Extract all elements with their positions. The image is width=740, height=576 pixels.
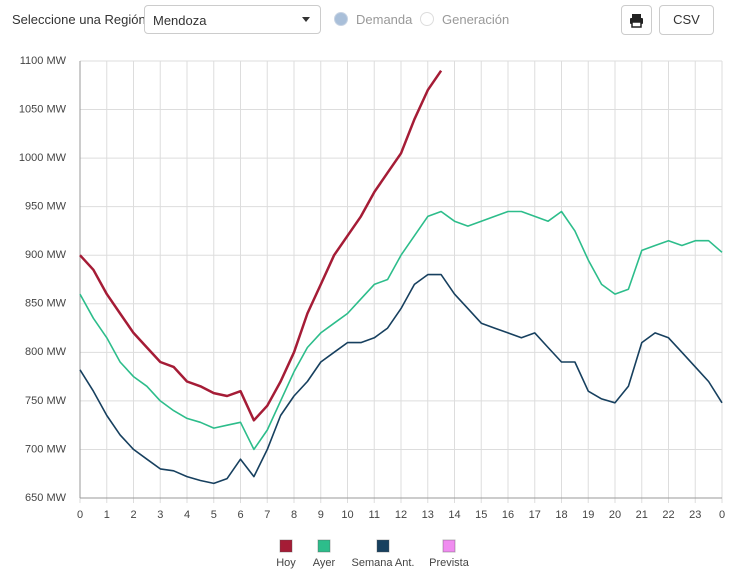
x-tick-label: 21	[636, 509, 648, 521]
radio-demanda[interactable]	[334, 12, 348, 26]
y-tick-label: 900 MW	[25, 249, 67, 261]
y-tick-label: 700 MW	[25, 443, 67, 455]
x-tick-label: 8	[291, 509, 297, 521]
x-tick-label: 20	[609, 509, 621, 521]
x-tick-label: 6	[237, 509, 243, 521]
legend-label[interactable]: Prevista	[429, 557, 470, 569]
region-value: Mendoza	[153, 13, 207, 28]
y-tick-label: 850 MW	[25, 298, 67, 310]
x-tick-label: 2	[130, 509, 136, 521]
print-icon	[630, 14, 643, 28]
x-tick-label: 10	[341, 509, 353, 521]
x-tick-label: 0	[719, 509, 725, 521]
legend-label[interactable]: Semana Ant.	[352, 557, 415, 569]
x-tick-label: 0	[77, 509, 83, 521]
csv-button[interactable]: CSV	[659, 5, 714, 35]
chart: 650 MW 700 MW 750 MW 800 MW 850 MW 900 MW 950 …	[19, 55, 725, 569]
x-tick-label: 19	[582, 509, 594, 521]
x-tick-label: 7	[264, 509, 270, 521]
y-tick-label: 1100 MW	[20, 55, 67, 67]
series-line	[79, 273, 723, 485]
x-tick-label: 17	[529, 509, 541, 521]
radio-label: Generación	[442, 12, 510, 27]
legend-swatch[interactable]	[279, 539, 293, 553]
print-button[interactable]	[621, 5, 652, 35]
y-tick-label: 750 MW	[25, 395, 67, 407]
y-tick-label: 800 MW	[25, 346, 67, 358]
y-tick-label: 950 MW	[25, 201, 67, 213]
y-tick-label: 650 MW	[25, 492, 67, 504]
region-label: Seleccione una Región	[12, 12, 146, 27]
x-tick-label: 1	[104, 509, 110, 521]
x-tick-label: 14	[448, 509, 460, 521]
x-tick-label: 16	[502, 509, 514, 521]
y-tick-label: 1050 MW	[19, 103, 67, 115]
x-tick-label: 23	[689, 509, 701, 521]
legend-swatch[interactable]	[442, 539, 456, 553]
dropdown-arrow	[302, 17, 310, 22]
y-tick-label: 1000 MW	[19, 152, 67, 164]
x-tick-label: 3	[157, 509, 163, 521]
series-line	[79, 69, 443, 422]
x-tick-label: 11	[369, 509, 380, 521]
series-line	[79, 210, 723, 451]
x-tick-label: 12	[395, 509, 407, 521]
x-tick-label: 9	[318, 509, 324, 521]
legend-label[interactable]: Hoy	[276, 557, 296, 569]
x-tick-label: 13	[422, 509, 434, 521]
legend-swatch[interactable]	[317, 539, 331, 553]
x-tick-label: 4	[184, 509, 190, 521]
radio-label: Demanda	[356, 12, 413, 27]
radio-generacion[interactable]	[420, 12, 434, 26]
legend-label[interactable]: Ayer	[313, 557, 336, 569]
x-tick-label: 5	[211, 509, 217, 521]
x-tick-label: 18	[555, 509, 567, 521]
legend-swatch[interactable]	[376, 539, 390, 553]
region-select[interactable]: Mendoza	[144, 5, 321, 34]
x-tick-label: 15	[475, 509, 487, 521]
x-tick-label: 22	[662, 509, 674, 521]
